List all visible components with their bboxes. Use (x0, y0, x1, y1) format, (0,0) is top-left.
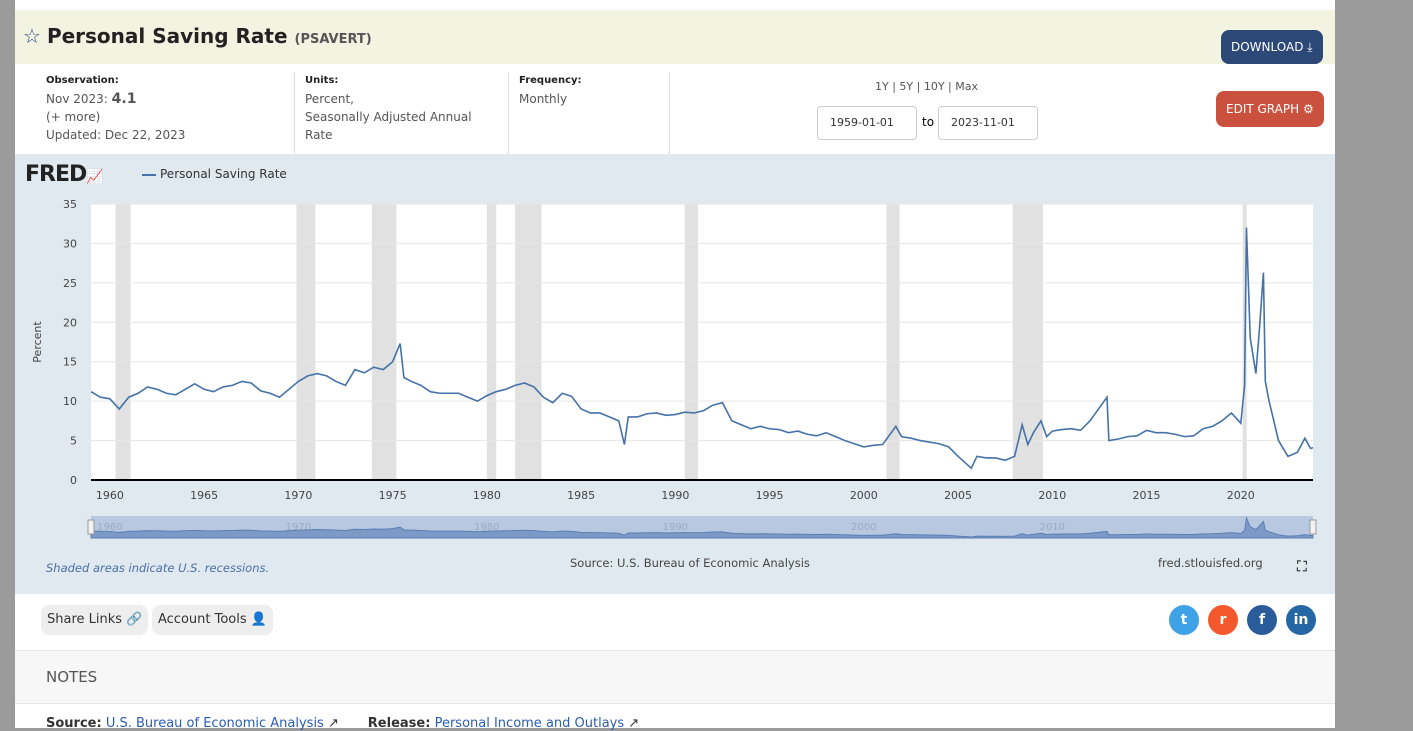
source-link[interactable]: U.S. Bureau of Economic Analysis (105, 716, 324, 731)
updated-date: Updated: Dec 22, 2023 (46, 128, 186, 142)
x-tick-label: 1995 (756, 489, 784, 502)
to-label: to (922, 115, 935, 129)
x-tick-label: 1970 (284, 489, 312, 502)
y-tick-label: 35 (63, 198, 77, 211)
recession-band (684, 204, 698, 480)
recession-band (115, 204, 131, 480)
obs-value: 4.1 (111, 91, 137, 107)
navigator-handle[interactable] (87, 519, 95, 535)
legend-label: Personal Saving Rate (160, 167, 287, 181)
reddit-icon[interactable]: r (1208, 605, 1238, 635)
source-label: Source: (46, 716, 102, 731)
obs-date: Nov 2023: (46, 92, 108, 106)
y-tick-label: 15 (63, 356, 77, 369)
units-label: Units: (305, 75, 339, 86)
star-icon[interactable]: ☆ (23, 24, 41, 48)
y-tick-label: 10 (63, 395, 77, 408)
chart-area: FRED📈 Personal Saving Rate 0 5 10 15 20 25 30 3… (15, 154, 1335, 594)
y-tick-label: 25 (63, 277, 77, 290)
release-label: Release: (367, 716, 431, 731)
y-tick-label: 30 (63, 237, 77, 250)
observation-panel: Observation: Nov 2023: 4.1 (+ more) Upda… (46, 72, 295, 154)
x-tick-label: 2000 (850, 489, 878, 502)
freq-value: Monthly (519, 92, 568, 106)
navigator-label: 2000 (851, 522, 876, 533)
navigator-handle[interactable] (1309, 519, 1317, 535)
x-tick-label: 1985 (567, 489, 595, 502)
more-link[interactable]: (+ more) (46, 110, 101, 124)
navigator-label: 2010 (1040, 522, 1065, 533)
navigator-label: 1960 (97, 522, 122, 533)
notes-source-line: Source: U.S. Bureau of Economic Analysis… (46, 716, 640, 731)
notes-section: NOTES (15, 650, 1335, 704)
edit-graph-label: EDIT GRAPH (1226, 102, 1300, 116)
recession-band (371, 204, 397, 480)
x-tick-label: 2020 (1227, 489, 1255, 502)
linkedin-icon[interactable]: in (1286, 605, 1316, 635)
series-line (90, 227, 1314, 470)
frequency-panel: Frequency: Monthly (519, 72, 670, 154)
units-value: Percent, (305, 92, 354, 106)
freq-label: Frequency: (519, 75, 582, 86)
account-tools-button[interactable]: Account Tools 👤 (152, 605, 273, 635)
navigator-label: 1980 (474, 522, 499, 533)
obs-label: Observation: (46, 75, 119, 86)
end-date-input[interactable]: 2023-11-01 (938, 106, 1038, 140)
page-title: ☆ Personal Saving Rate (PSAVERT) (23, 24, 372, 48)
recession-band (515, 204, 542, 480)
recession-band (486, 204, 497, 480)
fullscreen-icon[interactable]: ⛶ (1297, 559, 1307, 575)
x-tick-label: 2005 (944, 489, 972, 502)
gear-icon: ⚙ (1302, 102, 1314, 116)
navigator-series (90, 516, 1314, 539)
page: ☆ Personal Saving Rate (PSAVERT) DOWNLOAD… (15, 0, 1335, 731)
start-date-input[interactable]: 1959-01-01 (817, 106, 917, 140)
account-label: Account Tools (158, 612, 247, 627)
x-tick-label: 1980 (473, 489, 501, 502)
recession-band (296, 204, 316, 480)
notes-heading: NOTES (46, 668, 98, 686)
legend-line (142, 173, 156, 176)
fred-logo: FRED📈 (25, 162, 104, 187)
x-tick-label: 1990 (661, 489, 689, 502)
facebook-icon[interactable]: f (1247, 605, 1277, 635)
link-icon: 🔗 (126, 612, 143, 627)
y-axis-label: Percent (31, 321, 44, 363)
x-tick-label: 2015 (1133, 489, 1161, 502)
navigator-label: 1990 (663, 522, 688, 533)
units-value3: Rate (305, 128, 333, 142)
series-id: (PSAVERT) (294, 32, 372, 47)
chart-source: Source: U.S. Bureau of Economic Analysis (570, 556, 810, 570)
user-icon: 👤 (250, 612, 267, 627)
recession-band (1012, 204, 1043, 480)
navigator-label: 1970 (286, 522, 311, 533)
share-links-button[interactable]: Share Links 🔗 (41, 605, 149, 635)
release-link[interactable]: Personal Income and Outlays (434, 716, 625, 731)
download-label: DOWNLOAD (1231, 40, 1304, 54)
series-title: Personal Saving Rate (46, 24, 288, 48)
y-tick-label: 0 (70, 474, 77, 487)
range-presets[interactable]: 1Y | 5Y | 10Y | Max (875, 80, 978, 93)
legend: Personal Saving Rate (142, 167, 287, 181)
recession-band (886, 204, 900, 480)
x-tick-label: 1960 (96, 489, 124, 502)
chart-svg[interactable]: 0 5 10 15 20 25 30 35 1960 1965 1970 1975 1980 1985 19… (15, 154, 1335, 594)
plot-background (91, 204, 1313, 480)
download-icon: ⤓ (1307, 40, 1313, 54)
series-header: ☆ Personal Saving Rate (PSAVERT) DOWNLOAD… (15, 10, 1335, 64)
x-tick-label: 1965 (190, 489, 218, 502)
recession-note: Shaded areas indicate U.S. recessions. (46, 561, 270, 575)
download-button[interactable]: DOWNLOAD ⤓ (1221, 30, 1323, 64)
y-tick-label: 5 (70, 435, 77, 448)
units-value2: Seasonally Adjusted Annual (305, 110, 472, 124)
x-tick-label: 1975 (379, 489, 407, 502)
edit-graph-button[interactable]: EDIT GRAPH ⚙ (1216, 91, 1324, 127)
x-tick-label: 2010 (1038, 489, 1066, 502)
units-panel: Units: Percent, Seasonally Adjusted Annua… (305, 72, 509, 154)
y-tick-label: 20 (63, 316, 77, 329)
share-label: Share Links (47, 612, 123, 627)
twitter-icon[interactable]: t (1169, 605, 1199, 635)
chart-site[interactable]: fred.stlouisfed.org (1158, 556, 1263, 570)
